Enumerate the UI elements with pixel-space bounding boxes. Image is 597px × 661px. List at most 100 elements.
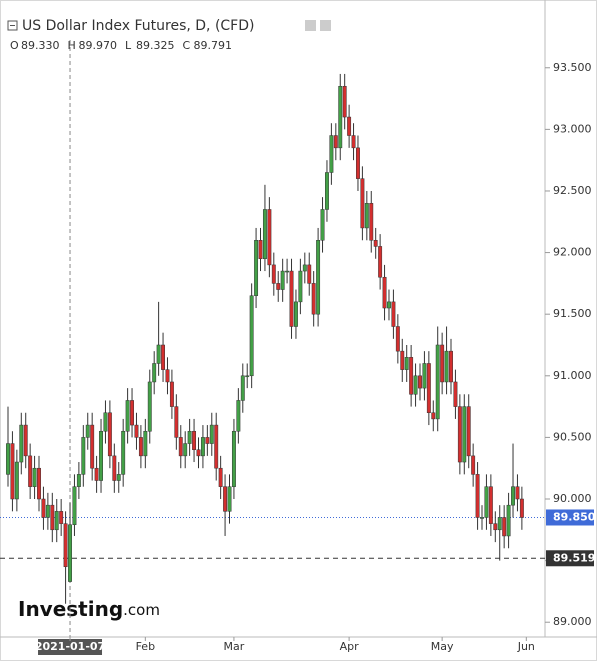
candle-body — [240, 375, 245, 401]
logo-suffix: .com — [123, 601, 160, 619]
candle-body — [342, 85, 347, 118]
candle-body — [316, 240, 321, 315]
candle-body — [400, 350, 405, 370]
candle-body — [32, 467, 37, 487]
candle-body — [245, 375, 250, 378]
candle-body — [480, 517, 484, 519]
gear-icon[interactable] — [320, 20, 331, 31]
candle-body — [183, 443, 188, 457]
candle-body — [23, 424, 28, 457]
candle-body — [449, 350, 453, 383]
candle-body — [493, 523, 498, 531]
candle-body — [6, 443, 10, 475]
candle-body — [249, 295, 254, 377]
candle-body — [59, 511, 64, 524]
candle-body — [254, 240, 259, 296]
candle-body — [444, 350, 449, 383]
candle-body — [231, 430, 236, 487]
x-tick-label: Feb — [136, 640, 155, 653]
y-tick-label: 91.000 — [553, 369, 592, 382]
candle-body — [94, 467, 99, 481]
candle-body — [41, 498, 46, 518]
candle-body — [68, 524, 72, 582]
candle-body — [218, 467, 223, 487]
candle-body — [14, 461, 19, 500]
candle-body — [169, 381, 174, 407]
candle-body — [329, 135, 334, 173]
candle-body — [356, 147, 360, 179]
candle-body — [200, 437, 205, 457]
candle-body — [347, 116, 352, 136]
candle-body — [325, 172, 329, 210]
candle-body — [28, 455, 33, 487]
candle-body — [351, 135, 356, 149]
candle-body — [409, 357, 414, 395]
candle-body — [440, 344, 445, 383]
collapse-icon[interactable] — [7, 20, 18, 31]
candle-body — [298, 270, 303, 303]
candle-body — [72, 486, 77, 526]
chart-title: US Dollar Index Futures, D, (CFD) — [22, 18, 254, 34]
candle-body — [413, 375, 418, 395]
candle-body — [426, 363, 431, 414]
candle-body — [112, 455, 117, 481]
candle-body — [333, 135, 338, 149]
candle-body — [214, 424, 219, 469]
candle-body — [391, 301, 396, 327]
candle-body — [360, 178, 365, 229]
x-tick-label: Jun — [517, 640, 535, 653]
candle-body — [338, 85, 343, 149]
candle-body — [138, 437, 143, 457]
candle-body — [147, 381, 152, 432]
candle-body — [387, 301, 391, 309]
logo-main: Investing — [18, 597, 123, 621]
candle-body — [307, 264, 312, 284]
ohlc-header: O 89.330 H 89.970 L 89.325 C 89.791 — [10, 39, 232, 52]
candle-body — [178, 437, 183, 457]
candle-body — [369, 203, 374, 241]
candle-body — [519, 498, 524, 518]
candle-body — [156, 344, 161, 364]
y-tick-label: 90.000 — [553, 492, 592, 505]
ohlc-value: 89.325 — [136, 39, 175, 52]
y-tick-label: 93.000 — [553, 122, 592, 135]
candle-body — [63, 523, 68, 568]
candle-body — [196, 449, 201, 457]
candle-body — [382, 276, 387, 309]
candle-body — [484, 486, 489, 518]
candle-body — [435, 344, 440, 420]
x-tick-label: Apr — [340, 640, 360, 653]
candle-body — [192, 430, 197, 450]
candle-body — [165, 369, 170, 383]
candle-body — [475, 474, 480, 518]
candle-body — [125, 400, 130, 432]
y-tick-label: 89.000 — [553, 615, 592, 628]
candle-body — [285, 270, 290, 273]
candle-body — [134, 424, 139, 438]
candle-body — [276, 283, 281, 290]
candle-body — [258, 240, 263, 259]
candle-body — [466, 406, 471, 457]
candle-body — [488, 486, 493, 524]
price-label-bg — [546, 550, 594, 567]
candle-body — [116, 474, 121, 481]
candle-body — [320, 209, 325, 241]
candle-body — [271, 264, 276, 284]
candle-body — [85, 424, 90, 438]
candle-body — [378, 246, 383, 278]
y-tick-label: 91.500 — [553, 307, 592, 320]
candle-body — [227, 486, 232, 512]
settings-icon[interactable] — [305, 20, 316, 31]
candle-body — [76, 474, 81, 487]
candle-body — [364, 203, 369, 229]
y-tick-label: 90.500 — [553, 430, 592, 443]
y-tick-label: 93.500 — [553, 61, 592, 74]
ohlc-key: L — [125, 39, 132, 52]
candle-body — [205, 437, 210, 444]
candle-body — [10, 443, 15, 500]
y-tick-label: 92.500 — [553, 184, 592, 197]
candle-body — [143, 430, 148, 457]
